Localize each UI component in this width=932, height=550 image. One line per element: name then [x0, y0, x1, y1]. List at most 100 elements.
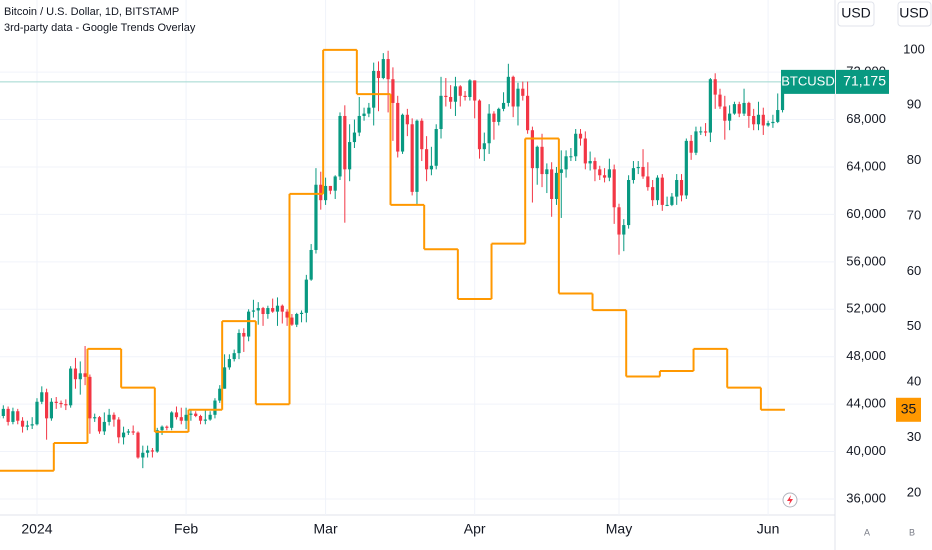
candle-body — [660, 177, 664, 205]
candle-body — [545, 169, 549, 175]
candle-body — [728, 113, 732, 121]
axis-unit-box[interactable] — [837, 1, 875, 27]
candle-body — [415, 120, 419, 192]
candle-body — [641, 166, 645, 177]
y2-tick-label: 80 — [907, 152, 921, 167]
candle-body — [280, 305, 284, 312]
candle-body — [564, 156, 568, 170]
candle-body — [266, 308, 270, 315]
y-tick-label: 40,000 — [846, 443, 886, 458]
candle-body — [554, 172, 559, 199]
candle-body — [732, 104, 737, 114]
overlay: 36,000 40,000 44,000 48,000 52,000 56,000 60,0… — [0, 41, 925, 537]
candle-body — [627, 180, 631, 226]
candle-body — [376, 70, 381, 79]
candle-body — [333, 176, 337, 191]
candle-body — [222, 367, 227, 389]
y2-tick-label: 40 — [907, 374, 921, 389]
candle-body — [670, 196, 674, 205]
candle-body — [444, 95, 448, 97]
chart-subtitle: 3rd-party data - Google Trends Overlay — [4, 22, 196, 34]
candle-body — [227, 359, 231, 368]
candle-body — [150, 450, 155, 452]
candle-body — [30, 424, 34, 426]
y-tick-label: 52,000 — [846, 301, 886, 316]
candle-body — [559, 169, 563, 173]
candle-body — [357, 115, 361, 133]
candle-body — [40, 392, 44, 402]
candle-body — [6, 408, 10, 422]
y2-axis-mode[interactable]: B — [909, 527, 915, 537]
candle-body — [136, 432, 140, 458]
candle-body — [107, 414, 111, 422]
y2-tick-label: 70 — [907, 207, 921, 222]
x-tick-label: Apr — [464, 521, 486, 537]
candle-body — [78, 373, 82, 380]
candle-body — [742, 102, 746, 114]
y-axis-label[interactable]: USD — [841, 5, 871, 21]
candle-body — [343, 115, 347, 170]
candle-body — [713, 79, 717, 95]
candle-body — [449, 96, 453, 102]
y-tick-label: 36,000 — [846, 490, 886, 505]
candle-body — [179, 417, 183, 421]
candle-body — [699, 131, 703, 133]
candle-body — [261, 308, 265, 315]
candle-body — [203, 419, 207, 421]
candle-body — [184, 414, 188, 421]
plot-area — [0, 0, 835, 515]
candle-body — [319, 184, 323, 201]
candle-body — [131, 431, 135, 433]
y2-tick-label: 100 — [903, 41, 925, 56]
candle-body — [752, 115, 756, 125]
candle-body — [516, 88, 520, 107]
candle-body — [651, 187, 655, 201]
candle-body — [69, 368, 73, 406]
candle-body — [285, 311, 289, 318]
y2-tick-label: 30 — [907, 429, 921, 444]
candle-body — [88, 376, 92, 419]
candle-body — [141, 452, 145, 458]
y2-tick-label: 50 — [907, 318, 921, 333]
candle-body — [473, 80, 477, 101]
candle-body — [352, 132, 357, 143]
candle-body — [213, 400, 217, 415]
candle-body — [636, 166, 640, 169]
candle-body — [348, 142, 352, 170]
candle-body — [694, 131, 698, 153]
candle-body — [83, 373, 87, 377]
y2-tick-label: 60 — [907, 263, 921, 278]
candle-body — [198, 415, 203, 421]
candle-body — [506, 76, 510, 103]
candle-body — [1, 408, 5, 416]
candle-body — [612, 169, 616, 208]
candle-body — [602, 175, 607, 178]
y-axis-mode[interactable]: A — [864, 527, 870, 537]
trend-tag-label: 35 — [901, 400, 917, 416]
price-tag-name: BTCUSD — [781, 73, 834, 88]
candle-body — [117, 419, 121, 438]
candle-body — [112, 414, 116, 420]
marks — [0, 50, 785, 469]
candle-body — [251, 310, 256, 312]
chart-title: Bitcoin / U.S. Dollar, 1D, BITSTAMP — [4, 6, 179, 18]
candle-body — [121, 432, 126, 438]
candle-body — [482, 143, 486, 150]
candle-body — [578, 133, 583, 139]
y2-axis-label[interactable]: USD — [899, 5, 929, 21]
candle-body — [54, 401, 58, 403]
candle-body — [232, 353, 236, 360]
y2-tick-label: 20 — [907, 484, 921, 499]
y-tick-label: 64,000 — [846, 158, 886, 173]
candle-body — [170, 412, 174, 428]
axis2-unit-box[interactable] — [897, 1, 932, 27]
candle-body — [665, 204, 669, 206]
candle-body — [617, 207, 621, 235]
candle-body — [304, 279, 308, 313]
candle-body — [655, 177, 660, 201]
candle-body — [492, 113, 496, 122]
x-tick-label: May — [606, 521, 632, 537]
candle-body — [20, 420, 25, 427]
